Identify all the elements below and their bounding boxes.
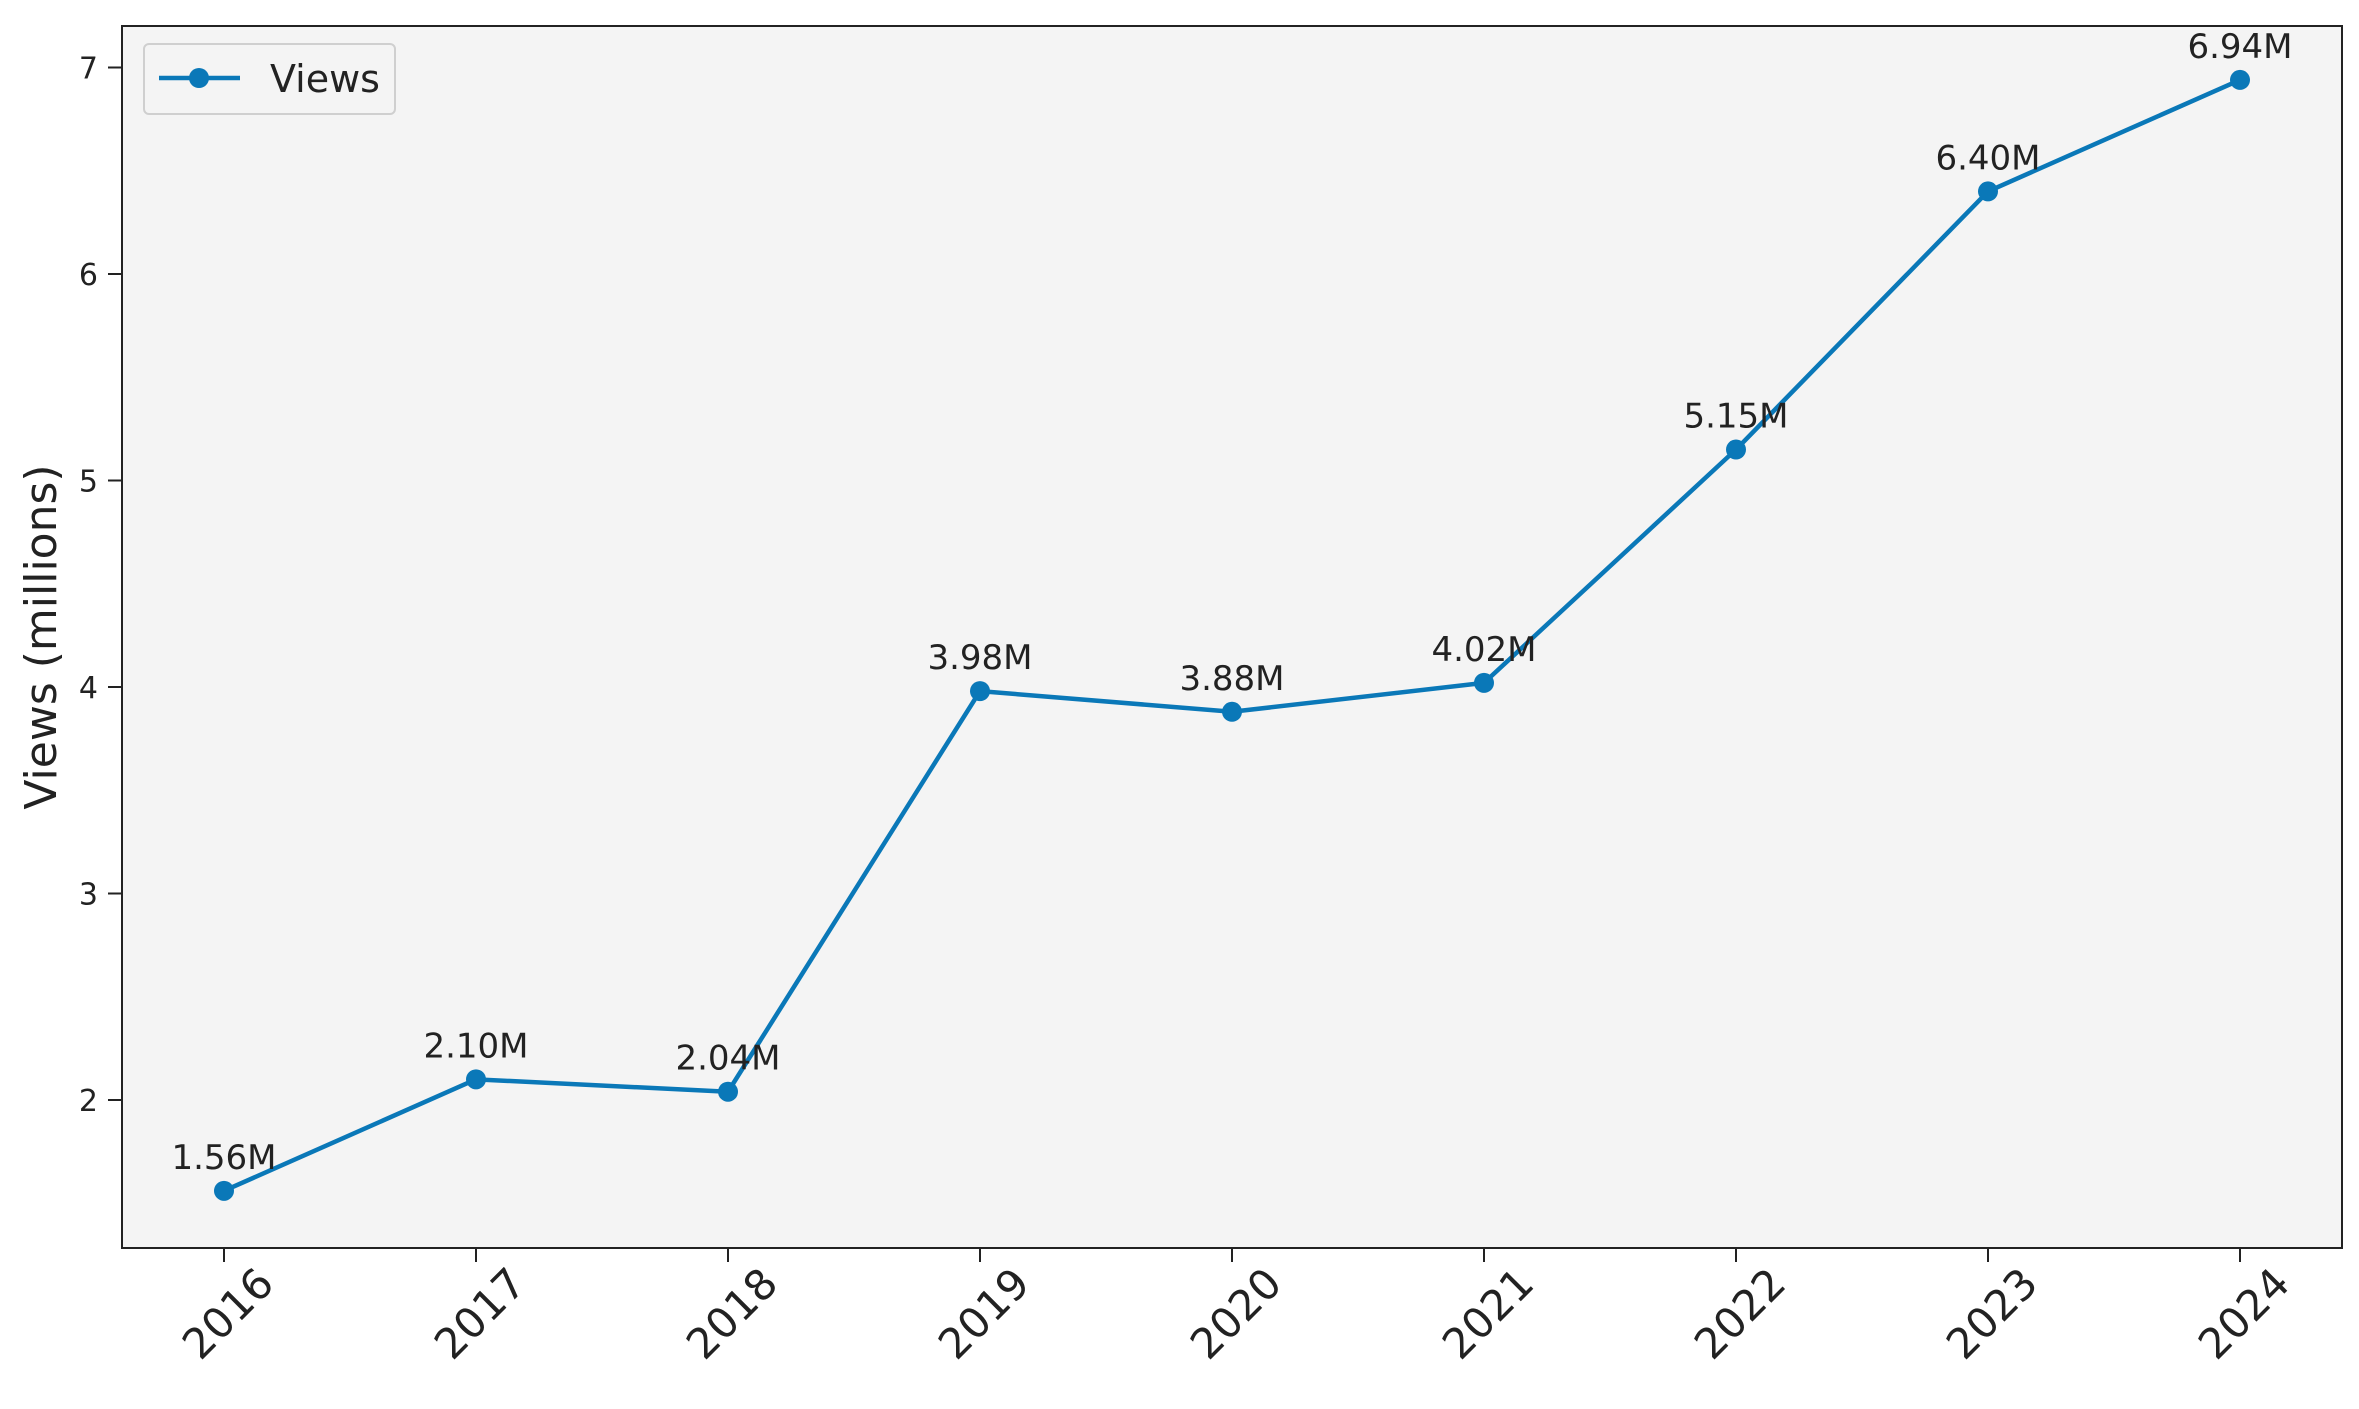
data-point bbox=[1726, 439, 1746, 460]
y-tick-label: 6 bbox=[79, 258, 98, 293]
legend-label-views: Views bbox=[270, 57, 380, 101]
y-axis-ticks: 2 3 4 5 6 7 bbox=[79, 52, 122, 1119]
y-tick-label: 4 bbox=[79, 671, 98, 706]
data-point bbox=[1978, 181, 1998, 202]
data-label: 6.40M bbox=[1935, 138, 2040, 178]
data-point bbox=[718, 1081, 738, 1102]
y-tick-label: 3 bbox=[79, 878, 98, 913]
x-tick-label: 2019 bbox=[929, 1258, 1039, 1368]
data-label: 5.15M bbox=[1683, 397, 1788, 437]
data-label: 4.02M bbox=[1431, 630, 1536, 670]
x-tick-label: 2020 bbox=[1181, 1258, 1291, 1368]
x-tick-label: 2018 bbox=[677, 1258, 787, 1368]
data-label: 3.98M bbox=[927, 638, 1032, 678]
y-tick-label: 5 bbox=[79, 465, 98, 500]
x-tick-label: 2017 bbox=[425, 1258, 535, 1368]
data-label: 3.88M bbox=[1179, 659, 1284, 699]
data-label: 2.10M bbox=[423, 1026, 528, 1066]
data-point bbox=[970, 681, 990, 702]
data-point bbox=[214, 1180, 234, 1201]
data-point bbox=[2230, 69, 2250, 90]
x-tick-label: 2021 bbox=[1433, 1258, 1543, 1368]
data-label: 2.04M bbox=[675, 1039, 780, 1079]
legend-marker-swatch bbox=[189, 68, 209, 88]
data-point bbox=[1222, 701, 1242, 722]
x-tick-label: 2024 bbox=[2189, 1258, 2299, 1368]
data-labels: 1.56M 2.10M 2.04M 3.98M 3.88M 4.02M 5.15M 6.40M… bbox=[171, 27, 2292, 1178]
series-views bbox=[214, 69, 2250, 1201]
data-label: 6.94M bbox=[2187, 27, 2292, 67]
data-point bbox=[466, 1069, 486, 1090]
x-tick-label: 2022 bbox=[1685, 1258, 1795, 1368]
x-axis-ticks: 2016 2017 2018 2019 2020 2021 2022 2023 2024 bbox=[173, 1248, 2299, 1369]
y-tick-label: 2 bbox=[79, 1084, 98, 1119]
legend: Views bbox=[143, 43, 396, 115]
legend-box bbox=[143, 43, 396, 115]
y-tick-label: 7 bbox=[79, 52, 98, 87]
data-point bbox=[1474, 672, 1494, 693]
plot-area bbox=[122, 26, 2342, 1248]
plot-frame bbox=[121, 25, 2343, 1249]
data-label: 1.56M bbox=[171, 1138, 276, 1178]
x-tick-label: 2016 bbox=[173, 1258, 283, 1368]
x-tick-label: 2023 bbox=[1937, 1258, 2047, 1368]
y-axis-label: Views (millions) bbox=[16, 464, 67, 809]
